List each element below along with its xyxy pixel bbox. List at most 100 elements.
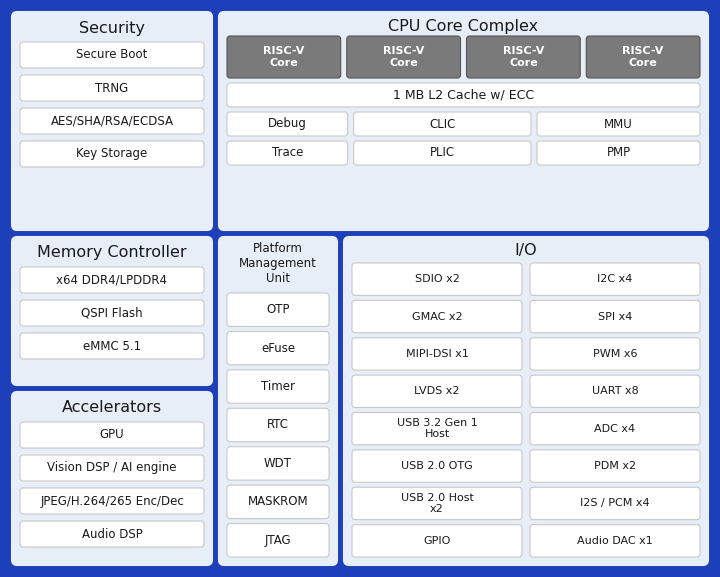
FancyBboxPatch shape	[20, 521, 204, 547]
FancyBboxPatch shape	[219, 12, 708, 230]
Text: Audio DSP: Audio DSP	[81, 527, 143, 541]
FancyBboxPatch shape	[352, 338, 522, 370]
Text: Trace: Trace	[271, 147, 303, 159]
Text: UART x8: UART x8	[592, 387, 639, 396]
FancyBboxPatch shape	[20, 141, 204, 167]
Text: RISC-V
Core: RISC-V Core	[264, 46, 305, 68]
Text: PDM x2: PDM x2	[594, 461, 636, 471]
FancyBboxPatch shape	[352, 301, 522, 333]
FancyBboxPatch shape	[20, 267, 204, 293]
Text: 1 MB L2 Cache w/ ECC: 1 MB L2 Cache w/ ECC	[393, 88, 534, 102]
Text: USB 2.0 Host
x2: USB 2.0 Host x2	[400, 493, 474, 514]
Text: Key Storage: Key Storage	[76, 148, 148, 160]
Text: PLIC: PLIC	[430, 147, 455, 159]
FancyBboxPatch shape	[12, 392, 212, 565]
Text: Security: Security	[79, 21, 145, 36]
Text: I2C x4: I2C x4	[598, 274, 633, 284]
FancyBboxPatch shape	[227, 141, 348, 165]
FancyBboxPatch shape	[20, 42, 204, 68]
FancyBboxPatch shape	[20, 300, 204, 326]
Text: I/O: I/O	[515, 243, 537, 258]
Text: ADC x4: ADC x4	[595, 424, 636, 434]
FancyBboxPatch shape	[352, 413, 522, 445]
Text: USB 2.0 OTG: USB 2.0 OTG	[401, 461, 473, 471]
Text: eMMC 5.1: eMMC 5.1	[83, 339, 141, 353]
Text: GPIO: GPIO	[423, 536, 451, 546]
FancyBboxPatch shape	[227, 485, 329, 519]
Text: PWM x6: PWM x6	[593, 349, 637, 359]
FancyBboxPatch shape	[20, 108, 204, 134]
Text: WDT: WDT	[264, 457, 292, 470]
Text: QSPI Flash: QSPI Flash	[81, 306, 143, 320]
Text: SDIO x2: SDIO x2	[415, 274, 459, 284]
Text: CLIC: CLIC	[429, 118, 456, 130]
FancyBboxPatch shape	[12, 237, 212, 385]
Text: x64 DDR4/LPDDR4: x64 DDR4/LPDDR4	[56, 273, 168, 287]
FancyBboxPatch shape	[537, 141, 700, 165]
FancyBboxPatch shape	[344, 237, 708, 565]
FancyBboxPatch shape	[219, 237, 337, 565]
Text: RTC: RTC	[267, 418, 289, 432]
Text: PMP: PMP	[606, 147, 631, 159]
Text: Audio DAC x1: Audio DAC x1	[577, 536, 653, 546]
Text: Secure Boot: Secure Boot	[76, 48, 148, 62]
Text: Vision DSP / AI engine: Vision DSP / AI engine	[48, 462, 176, 474]
FancyBboxPatch shape	[530, 450, 700, 482]
Text: RISC-V
Core: RISC-V Core	[622, 46, 664, 68]
Text: LVDS x2: LVDS x2	[414, 387, 460, 396]
FancyBboxPatch shape	[530, 263, 700, 295]
FancyBboxPatch shape	[227, 112, 348, 136]
Text: Accelerators: Accelerators	[62, 400, 162, 415]
Text: RISC-V
Core: RISC-V Core	[503, 46, 544, 68]
FancyBboxPatch shape	[530, 413, 700, 445]
FancyBboxPatch shape	[354, 112, 531, 136]
Text: SPI x4: SPI x4	[598, 312, 632, 321]
FancyBboxPatch shape	[352, 375, 522, 407]
Text: Memory Controller: Memory Controller	[37, 245, 186, 260]
FancyBboxPatch shape	[467, 36, 580, 78]
FancyBboxPatch shape	[227, 36, 341, 78]
Text: JPEG/H.264/265 Enc/Dec: JPEG/H.264/265 Enc/Dec	[40, 494, 184, 508]
Text: eFuse: eFuse	[261, 342, 295, 355]
Text: I2S / PCM x4: I2S / PCM x4	[580, 499, 650, 508]
Text: JTAG: JTAG	[265, 534, 292, 547]
FancyBboxPatch shape	[530, 338, 700, 370]
Text: Debug: Debug	[268, 118, 307, 130]
FancyBboxPatch shape	[20, 333, 204, 359]
FancyBboxPatch shape	[586, 36, 700, 78]
FancyBboxPatch shape	[537, 112, 700, 136]
FancyBboxPatch shape	[530, 375, 700, 407]
FancyBboxPatch shape	[20, 422, 204, 448]
Text: Platform
Management
Unit: Platform Management Unit	[239, 242, 317, 284]
Text: MMU: MMU	[604, 118, 633, 130]
FancyBboxPatch shape	[354, 141, 531, 165]
Text: TRNG: TRNG	[95, 81, 129, 95]
Text: GMAC x2: GMAC x2	[412, 312, 462, 321]
FancyBboxPatch shape	[530, 301, 700, 333]
FancyBboxPatch shape	[20, 75, 204, 101]
Text: GPU: GPU	[99, 429, 125, 441]
Text: CPU Core Complex: CPU Core Complex	[388, 18, 539, 33]
FancyBboxPatch shape	[20, 488, 204, 514]
FancyBboxPatch shape	[227, 293, 329, 327]
FancyBboxPatch shape	[227, 447, 329, 480]
FancyBboxPatch shape	[227, 370, 329, 403]
Text: Timer: Timer	[261, 380, 295, 393]
Text: OTP: OTP	[266, 304, 289, 316]
FancyBboxPatch shape	[530, 524, 700, 557]
Text: MASKROM: MASKROM	[248, 496, 308, 508]
FancyBboxPatch shape	[12, 12, 212, 230]
FancyBboxPatch shape	[227, 409, 329, 442]
Text: RISC-V
Core: RISC-V Core	[383, 46, 424, 68]
FancyBboxPatch shape	[227, 331, 329, 365]
FancyBboxPatch shape	[227, 83, 700, 107]
FancyBboxPatch shape	[352, 263, 522, 295]
Text: MIPI-DSI x1: MIPI-DSI x1	[405, 349, 469, 359]
Text: USB 3.2 Gen 1
Host: USB 3.2 Gen 1 Host	[397, 418, 477, 440]
FancyBboxPatch shape	[227, 523, 329, 557]
FancyBboxPatch shape	[352, 524, 522, 557]
FancyBboxPatch shape	[530, 487, 700, 520]
FancyBboxPatch shape	[352, 450, 522, 482]
FancyBboxPatch shape	[20, 455, 204, 481]
Text: AES/SHA/RSA/ECDSA: AES/SHA/RSA/ECDSA	[50, 114, 174, 128]
